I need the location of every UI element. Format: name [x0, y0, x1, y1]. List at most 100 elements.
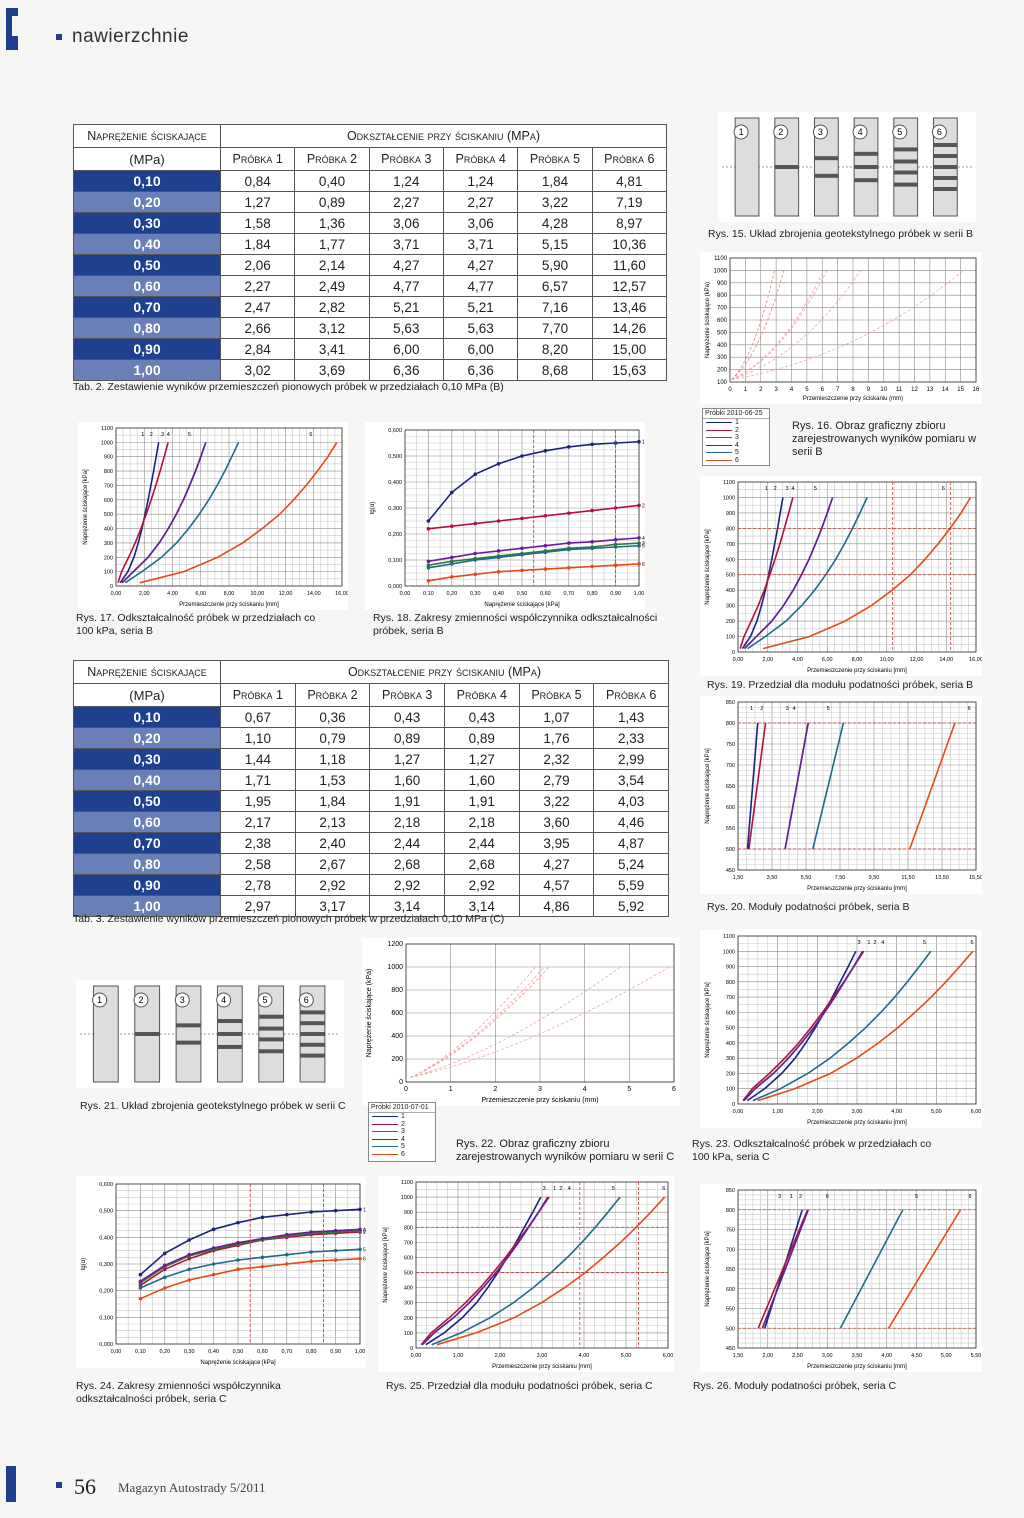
table-cell: 5,21	[368, 296, 444, 318]
reinforcement-band	[893, 170, 918, 175]
y-tick-label: 900	[726, 965, 735, 971]
table-row: 0,50 1,95 1,84 1,91 1,91 3,22 4,03	[73, 790, 669, 812]
table-cell: 5,63	[442, 317, 519, 339]
data-point	[473, 551, 477, 556]
y-tick-label: 200	[404, 1316, 413, 1322]
data-point	[260, 1255, 265, 1260]
table-cell: 4,28	[517, 212, 593, 234]
table-2-caption: Tab. 2. Zestawienie wyników przemieszcze…	[73, 381, 504, 393]
table-row: 0,80 2,58 2,67 2,68 2,68 4,27 5,24	[73, 853, 669, 875]
table-cell: 0,89	[294, 191, 370, 213]
legend-item: 4	[369, 1136, 435, 1144]
series-end-label: 6	[363, 1257, 366, 1263]
data-point	[567, 541, 571, 545]
x-axis-label: Przemieszczenie przy ściskaniu [mm]	[492, 1364, 592, 1370]
legend-swatch	[706, 452, 732, 454]
y-tick-label: 500	[726, 573, 735, 579]
data-point	[211, 1272, 216, 1277]
data-point	[333, 1228, 338, 1233]
table-cell: 2,92	[369, 874, 445, 896]
x-tick-label: 5,00	[941, 1353, 952, 1359]
measurement-line	[731, 270, 825, 380]
data-point	[543, 449, 548, 453]
table-cell: 2,67	[294, 853, 371, 875]
table-cell: 0,67	[220, 706, 296, 728]
series-label: 2	[559, 1186, 562, 1192]
table-cell: 1,24	[442, 170, 519, 192]
legend-item: 3	[369, 1128, 435, 1136]
y-tick-label: 800	[726, 980, 735, 986]
data-point	[211, 1227, 216, 1232]
x-tick-label: 0,50	[233, 1349, 244, 1355]
y-tick-label: 700	[726, 1247, 735, 1253]
data-point	[637, 503, 641, 508]
reinforcement-band	[217, 1019, 243, 1024]
footer-dot	[56, 1482, 62, 1488]
table-cell: 1,36	[294, 212, 370, 234]
reinforcement-band	[300, 1032, 325, 1036]
table3-sample-header: Próbka 2	[294, 683, 371, 707]
y-tick-label: 650	[726, 1267, 735, 1273]
table-cell: 1,58	[219, 212, 296, 234]
data-point	[187, 1256, 191, 1261]
y-tick-label: 0,300	[388, 506, 402, 512]
table-cell: 1,27	[219, 191, 296, 213]
data-point	[473, 572, 477, 577]
table-cell: 2,58	[220, 853, 296, 875]
y-tick-label: 0,300	[99, 1262, 113, 1268]
reinforcement-band	[933, 187, 958, 191]
y-axis-label: Naprężenie ściskające [kPa]	[83, 469, 89, 545]
series-line	[746, 950, 857, 1102]
x-tick-label: 0,00	[733, 657, 744, 663]
data-point	[285, 1232, 289, 1237]
y-tick-label: 0,200	[99, 1289, 113, 1295]
data-point	[426, 559, 431, 564]
x-tick-label: 1	[744, 387, 748, 393]
table-cell: 1,10	[220, 727, 296, 749]
table-cell: 2,84	[219, 338, 296, 360]
series-label: 6	[309, 432, 312, 438]
series-label: 6	[969, 1194, 972, 1200]
legend-swatch	[372, 1153, 398, 1155]
y-tick-label: 600	[726, 805, 735, 811]
table-row: 0,60 2,27 2,49 4,77 4,77 6,57 12,57	[73, 275, 668, 297]
table-cell: 3,71	[368, 233, 444, 255]
data-point	[496, 549, 501, 553]
table-cell: 15,63	[591, 359, 668, 381]
sample-block	[893, 117, 919, 217]
table2-stress-header: Naprężenie ściskające	[73, 124, 221, 148]
table-row: 0,80 2,66 3,12 5,63 5,63 7,70 14,26	[73, 317, 668, 339]
x-tick-label: 7	[836, 387, 840, 393]
reinforcement-band	[893, 147, 918, 152]
series-end-label: 3	[642, 541, 645, 547]
series-end-label: 4	[642, 536, 645, 542]
table-cell: 1,27	[443, 748, 520, 770]
data-point	[473, 472, 477, 476]
table-cell: 4,86	[518, 895, 595, 917]
table-cell: 0,79	[294, 727, 371, 749]
table-row: 0,70 2,38 2,40 2,44 2,44 3,95 4,87	[73, 832, 669, 854]
x-tick-label: 13,50	[935, 875, 949, 881]
x-tick-label: 16,00	[969, 657, 982, 663]
reinforcement-band	[300, 1021, 325, 1026]
reinforcement-band	[258, 1037, 284, 1042]
y-tick-label: 700	[404, 1240, 413, 1246]
x-tick-label: 14,00	[939, 657, 953, 663]
table-cell: 3,41	[294, 338, 370, 360]
data-point	[637, 562, 641, 566]
reinforcement-band	[300, 1042, 325, 1047]
x-tick-label: 0,80	[306, 1349, 317, 1355]
measurement-line	[410, 966, 621, 1078]
x-tick-label: 0,30	[470, 591, 481, 597]
section-mark-notch	[12, 16, 18, 36]
y-tick-label: 100	[104, 570, 113, 576]
table-row: 0,90 2,84 3,41 6,00 6,00 8,20 15,00	[73, 338, 668, 360]
data-point	[163, 1286, 167, 1290]
x-tick-label: 6,00	[663, 1353, 674, 1359]
y-tick-label: 400	[404, 1286, 413, 1292]
series-label: 6	[968, 706, 971, 712]
table-cell: 1,84	[517, 170, 593, 192]
data-point	[590, 442, 594, 447]
y-tick-label: 100	[726, 635, 735, 641]
series-end-label: 2	[363, 1230, 366, 1236]
